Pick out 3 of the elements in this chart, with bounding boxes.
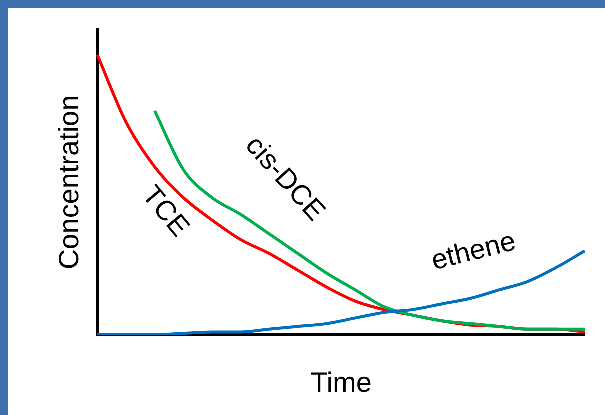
x-axis-title: Time: [310, 366, 372, 398]
text: ethene: [428, 225, 519, 276]
y-axis-title: Concentration: [54, 95, 85, 270]
